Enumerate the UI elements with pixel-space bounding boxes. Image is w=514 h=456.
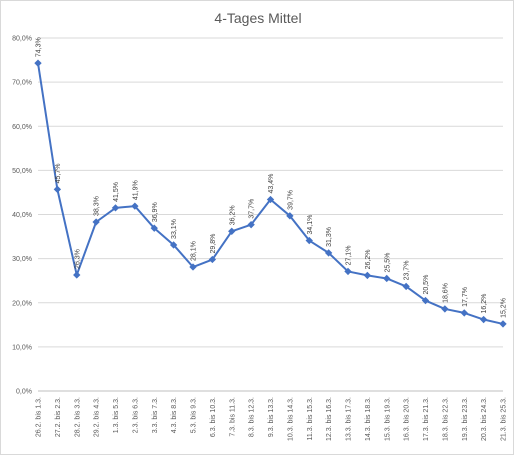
x-tick-label: 18.3. bis 22.3.: [442, 397, 449, 441]
x-tick-label: 27.2. bis 2.3.: [55, 397, 62, 437]
x-tick-label: 5.3. bis 9.3.: [191, 397, 198, 433]
data-point-marker: [34, 59, 42, 67]
data-label: 20,5%: [423, 275, 430, 295]
x-tick-label: 7.3. bis 11.3.: [229, 397, 236, 437]
data-label: 29,8%: [210, 234, 217, 254]
x-tick-label: 14.3. bis 18.3.: [365, 397, 372, 441]
x-tick-label: 12.3. bis 16.3.: [326, 397, 333, 441]
data-point-marker: [402, 282, 410, 291]
y-tick-label: 50,0%: [12, 168, 32, 175]
data-label: 39,7%: [287, 190, 294, 210]
x-tick-label: 21.3. bis 25.3.: [501, 397, 508, 441]
data-points: [34, 59, 507, 328]
data-label: 26,2%: [365, 250, 372, 270]
y-tick-label: 10,0%: [12, 344, 32, 351]
data-label: 45,7%: [55, 163, 62, 183]
data-label: 41,9%: [132, 180, 139, 200]
data-label: 43,4%: [268, 174, 275, 194]
data-point-marker: [460, 309, 468, 317]
data-point-marker: [111, 204, 120, 212]
x-tick-label: 2.3. bis 6.3.: [132, 397, 139, 433]
gridlines: [38, 37, 503, 392]
x-tick-label: 28.2. bis 3.3.: [74, 397, 81, 437]
y-tick-label: 80,0%: [12, 36, 32, 43]
data-point-marker: [441, 305, 449, 313]
x-tick-label: 19.3. bis 23.3.: [462, 397, 469, 441]
data-point-marker: [53, 185, 62, 194]
data-point-marker: [305, 236, 313, 245]
data-label: 74,3%: [36, 37, 43, 57]
data-label: 23,7%: [404, 261, 411, 281]
data-label: 17,7%: [462, 287, 469, 307]
x-tick-label: 29.2. bis 4.3.: [94, 397, 101, 437]
data-label: 27,1%: [346, 246, 353, 266]
data-label: 36,9%: [152, 202, 159, 222]
data-label: 33,1%: [171, 219, 178, 239]
data-point-marker: [73, 271, 81, 279]
y-tick-label: 30,0%: [12, 256, 32, 263]
data-point-marker: [208, 255, 217, 264]
y-tick-label: 40,0%: [12, 212, 32, 219]
data-label: 38,3%: [94, 196, 101, 216]
data-point-marker: [421, 296, 430, 305]
data-point-marker: [363, 271, 372, 280]
data-label: 15,2%: [501, 298, 508, 318]
data-label: 18,6%: [442, 283, 449, 303]
data-labels: 74,3% 45,7% 26,3% 38,3% 41,5% 41,9% 36,9% 33,1%…: [36, 37, 508, 318]
data-label: 36,2%: [229, 205, 236, 225]
x-tick-label: 10.3. bis 14.3.: [287, 397, 294, 441]
x-tick-label: 17.3. bis 21.3.: [423, 397, 430, 441]
y-tick-label: 70,0%: [12, 80, 32, 87]
x-axis-ticks: 26.2. bis 1.3. 27.2. bis 2.3. 28.2. bis 3.…: [36, 397, 508, 441]
data-point-marker: [499, 320, 507, 328]
data-point-marker: [228, 227, 236, 235]
data-point-marker: [344, 267, 352, 276]
y-axis-ticks: 0,0% 10,0% 20,0% 30,0% 40,0% 50,0% 60,0% 70,0% 8…: [12, 36, 32, 396]
x-tick-label: 16.3. bis 20.3.: [404, 397, 411, 441]
x-tick-label: 6.3. bis 10.3.: [210, 397, 217, 437]
x-tick-label: 4.3. bis 8.3.: [171, 397, 178, 433]
x-tick-label: 3.3. bis 7.3.: [152, 397, 159, 433]
data-point-marker: [189, 263, 197, 271]
data-label: 34,1%: [307, 215, 314, 235]
data-label: 31,3%: [326, 227, 333, 247]
x-tick-label: 1.3. bis 5.3.: [113, 397, 120, 433]
data-label: 28,1%: [191, 241, 198, 261]
data-label: 37,7%: [249, 199, 256, 219]
x-tick-label: 15.3. bis 19.3.: [384, 397, 391, 441]
data-point-marker: [383, 274, 391, 283]
data-label: 16,2%: [481, 294, 488, 314]
data-point-marker: [131, 202, 139, 210]
data-label: 41,5%: [113, 182, 120, 202]
x-tick-label: 9.3. bis 13.3.: [268, 397, 275, 437]
chart-title: 4-Tages Mittel: [214, 10, 301, 26]
data-label: 25,5%: [384, 253, 391, 273]
y-tick-label: 60,0%: [12, 124, 32, 131]
x-tick-label: 20.3. bis 24.3.: [481, 397, 488, 441]
data-point-marker: [479, 315, 488, 324]
x-tick-label: 8.3. bis 12.3.: [249, 397, 256, 437]
x-tick-label: 11.3. bis 15.3.: [307, 397, 314, 441]
y-tick-label: 20,0%: [12, 300, 32, 307]
x-tick-label: 13.3. bis 17.3.: [346, 397, 353, 441]
x-tick-label: 26.2. bis 1.3.: [36, 397, 43, 437]
data-label: 26,3%: [74, 249, 81, 269]
data-point-marker: [92, 218, 100, 226]
y-tick-label: 0,0%: [16, 389, 32, 396]
data-point-marker: [150, 224, 158, 232]
